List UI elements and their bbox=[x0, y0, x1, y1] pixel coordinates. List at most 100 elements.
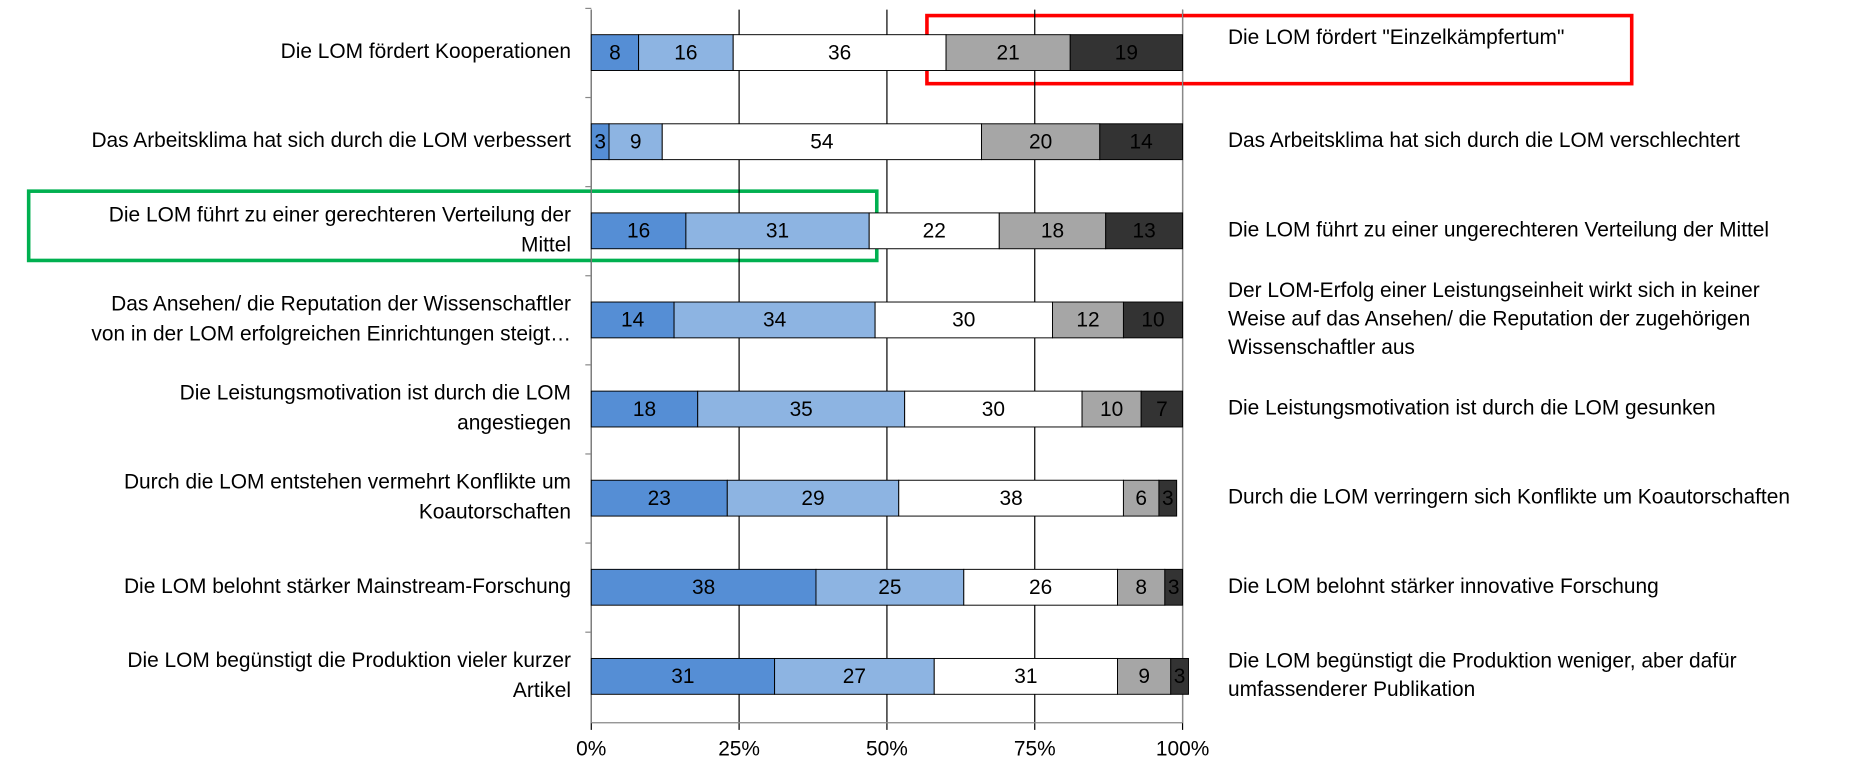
value-label: 25 bbox=[878, 576, 901, 599]
value-label: 19 bbox=[1115, 41, 1138, 64]
value-label: 34 bbox=[763, 309, 786, 332]
bar-segment bbox=[1099, 123, 1184, 161]
category-label: Artikel bbox=[513, 679, 571, 702]
category-label: Das Ansehen/ die Reputation der Wissensc… bbox=[111, 293, 571, 316]
x-tick-label: 50% bbox=[866, 738, 908, 761]
value-label: 14 bbox=[621, 309, 644, 332]
category-label: Das Arbeitsklima hat sich durch die LOM … bbox=[91, 129, 571, 152]
bar-segment bbox=[815, 568, 965, 606]
value-label: 31 bbox=[671, 665, 694, 688]
value-label: 29 bbox=[801, 487, 824, 510]
x-tick-label: 0% bbox=[576, 738, 606, 761]
category-label: Mittel bbox=[521, 233, 571, 256]
value-label: 16 bbox=[674, 41, 697, 64]
right-label: Die LOM fördert "Einzelkämpfertum" bbox=[1228, 26, 1564, 49]
right-label: Die LOM führt zu einer ungerechteren Ver… bbox=[1228, 218, 1769, 241]
value-label: 30 bbox=[952, 309, 975, 332]
value-label: 10 bbox=[1141, 309, 1164, 332]
bar-segment bbox=[1052, 301, 1124, 339]
value-label: 3 bbox=[1168, 576, 1180, 599]
category-label: von in der LOM erfolgreichen Einrichtung… bbox=[91, 322, 571, 345]
right-label: Die LOM begünstigt die Produktion wenige… bbox=[1228, 650, 1737, 673]
category-label: Die LOM belohnt stärker Mainstream-Forsc… bbox=[124, 575, 571, 598]
value-label: 9 bbox=[1138, 665, 1150, 688]
bar-segment bbox=[697, 390, 906, 428]
x-tick-label: 25% bbox=[718, 738, 760, 761]
value-label: 9 bbox=[630, 130, 642, 153]
value-label: 8 bbox=[1135, 576, 1147, 599]
value-label: 3 bbox=[1174, 665, 1186, 688]
value-label: 10 bbox=[1100, 398, 1123, 421]
bar-segment bbox=[590, 657, 776, 695]
right-label: Die Leistungsmotivation ist durch die LO… bbox=[1228, 397, 1716, 420]
bar-segment bbox=[981, 123, 1101, 161]
bar-segment bbox=[933, 657, 1119, 695]
value-label: 8 bbox=[609, 41, 621, 64]
value-label: 23 bbox=[648, 487, 671, 510]
bar-segment bbox=[1117, 568, 1166, 606]
bar-segment bbox=[590, 568, 817, 606]
bar-segment bbox=[1164, 568, 1184, 606]
value-label: 13 bbox=[1133, 220, 1156, 243]
right-label: Das Arbeitsklima hat sich durch die LOM … bbox=[1228, 129, 1740, 152]
value-label: 16 bbox=[627, 220, 650, 243]
value-label: 14 bbox=[1130, 130, 1153, 153]
bar-segment bbox=[1069, 34, 1184, 72]
right-label: Der LOM-Erfolg einer Leistungseinheit wi… bbox=[1228, 279, 1760, 302]
bar-segment bbox=[998, 212, 1107, 250]
value-label: 21 bbox=[997, 41, 1020, 64]
right-label: Weise auf das Ansehen/ die Reputation de… bbox=[1228, 307, 1750, 330]
category-label: angestiegen bbox=[457, 411, 571, 434]
bar-segment bbox=[590, 301, 675, 339]
bar-segment bbox=[1105, 212, 1184, 250]
category-label: Koautorschaften bbox=[419, 501, 571, 524]
bar-segment bbox=[868, 212, 1000, 250]
category-label: Die LOM fördert Kooperationen bbox=[281, 40, 571, 63]
category-label: Die LOM begünstigt die Produktion vieler… bbox=[127, 649, 571, 672]
value-label: 12 bbox=[1076, 309, 1099, 332]
category-label: Die LOM führt zu einer gerechteren Verte… bbox=[109, 203, 571, 226]
right-label: Durch die LOM verringern sich Konflikte … bbox=[1228, 486, 1790, 509]
bar-segment bbox=[945, 34, 1071, 72]
value-label: 30 bbox=[982, 398, 1005, 421]
bar-segment bbox=[685, 212, 870, 250]
category-label: Durch die LOM entstehen vermehrt Konflik… bbox=[124, 471, 571, 494]
bar-segment bbox=[1140, 390, 1184, 428]
right-label: umfassenderer Publikation bbox=[1228, 678, 1475, 701]
value-label: 22 bbox=[923, 220, 946, 243]
value-label: 54 bbox=[810, 130, 833, 153]
value-label: 35 bbox=[790, 398, 813, 421]
bar-segment bbox=[1122, 301, 1184, 339]
bar-segment bbox=[904, 390, 1083, 428]
bar-segment bbox=[673, 301, 876, 339]
value-label: 31 bbox=[766, 220, 789, 243]
value-label: 3 bbox=[594, 130, 606, 153]
value-label: 38 bbox=[999, 487, 1022, 510]
value-label: 38 bbox=[692, 576, 715, 599]
right-label: Die LOM belohnt stärker innovative Forsc… bbox=[1228, 575, 1659, 598]
value-label: 36 bbox=[828, 41, 851, 64]
x-tick-label: 100% bbox=[1156, 738, 1209, 761]
bar-segment bbox=[1117, 657, 1172, 695]
value-label: 31 bbox=[1014, 665, 1037, 688]
bar-segment bbox=[774, 657, 935, 695]
value-label: 26 bbox=[1029, 576, 1052, 599]
value-label: 27 bbox=[843, 665, 866, 688]
right-label: Wissenschaftler aus bbox=[1228, 336, 1415, 359]
value-label: 7 bbox=[1156, 398, 1168, 421]
value-label: 3 bbox=[1162, 487, 1174, 510]
value-label: 18 bbox=[633, 398, 656, 421]
bar-segment bbox=[1158, 479, 1178, 517]
value-label: 20 bbox=[1029, 130, 1052, 153]
bar-segment bbox=[590, 479, 728, 517]
bar-segment bbox=[963, 568, 1119, 606]
bar-segment bbox=[726, 479, 900, 517]
x-tick-label: 75% bbox=[1014, 738, 1056, 761]
bar-segment bbox=[661, 123, 983, 161]
bar-segment bbox=[1122, 479, 1160, 517]
value-label: 6 bbox=[1135, 487, 1147, 510]
value-label: 18 bbox=[1041, 220, 1064, 243]
bar-segment bbox=[1170, 657, 1189, 695]
category-label: Die Leistungsmotivation ist durch die LO… bbox=[180, 382, 571, 405]
